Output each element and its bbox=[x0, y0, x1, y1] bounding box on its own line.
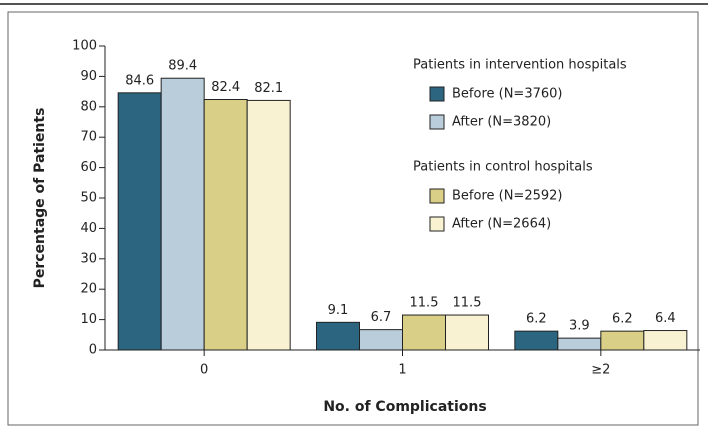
value-label: 11.5 bbox=[410, 296, 439, 311]
y-tick-label: 100 bbox=[72, 39, 97, 54]
y-tick-label: 80 bbox=[80, 99, 97, 114]
frame bbox=[7, 11, 699, 426]
bar bbox=[557, 337, 602, 351]
value-label: 82.1 bbox=[254, 81, 283, 96]
x-tick-label: 1 bbox=[398, 363, 406, 378]
bar bbox=[117, 92, 162, 351]
y-tick-label: 50 bbox=[80, 191, 97, 206]
y-axis-title: Percentage of Patients bbox=[32, 108, 48, 289]
legend-label: After (N=2664) bbox=[452, 217, 551, 232]
bar bbox=[246, 99, 291, 351]
value-label: 6.7 bbox=[371, 310, 392, 325]
bar bbox=[316, 321, 360, 351]
bar bbox=[514, 330, 559, 351]
y-tick-label: 10 bbox=[80, 312, 97, 327]
x-axis-title: No. of Complications bbox=[323, 399, 486, 415]
legend-label: Before (N=3760) bbox=[452, 87, 562, 102]
y-tick-label: 20 bbox=[80, 282, 97, 297]
bar bbox=[203, 99, 248, 351]
legend-label: After (N=3820) bbox=[452, 115, 551, 130]
legend-label: Before (N=2592) bbox=[452, 189, 562, 204]
y-tick-label: 90 bbox=[80, 69, 97, 84]
legend-swatch bbox=[429, 86, 445, 102]
bar bbox=[643, 330, 688, 351]
x-tick-label: ≥2 bbox=[591, 363, 610, 378]
value-label: 89.4 bbox=[168, 59, 197, 74]
value-label: 6.4 bbox=[655, 311, 676, 326]
value-label: 11.5 bbox=[453, 296, 482, 311]
bar bbox=[359, 329, 403, 351]
legend-swatch bbox=[429, 114, 445, 130]
value-label: 3.9 bbox=[569, 319, 590, 334]
y-tick-label: 70 bbox=[80, 130, 97, 145]
y-tick-label: 0 bbox=[89, 343, 97, 358]
value-label: 82.4 bbox=[211, 80, 240, 95]
value-label: 6.2 bbox=[526, 312, 547, 327]
legend-group-title: Patients in intervention hospitals bbox=[413, 58, 627, 73]
legend-group-title: Patients in control hospitals bbox=[413, 160, 593, 175]
value-label: 6.2 bbox=[612, 312, 633, 327]
legend-swatch bbox=[429, 216, 445, 232]
legend-swatch bbox=[429, 188, 445, 204]
bar bbox=[600, 330, 645, 351]
bar bbox=[160, 77, 205, 351]
y-tick-label: 60 bbox=[80, 160, 97, 175]
x-tick-label: 0 bbox=[200, 363, 208, 378]
y-tick-label: 30 bbox=[80, 251, 97, 266]
value-label: 84.6 bbox=[125, 73, 154, 88]
bar bbox=[402, 314, 446, 351]
bar bbox=[445, 314, 489, 351]
value-label: 9.1 bbox=[328, 303, 349, 318]
y-tick-label: 40 bbox=[80, 221, 97, 236]
